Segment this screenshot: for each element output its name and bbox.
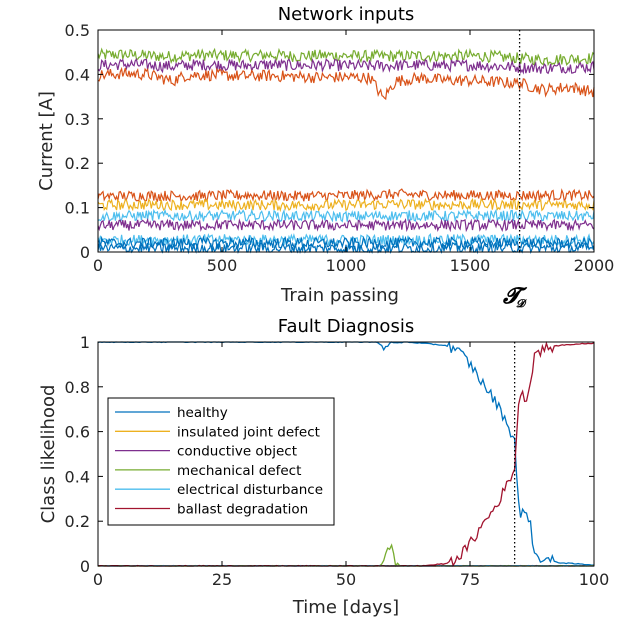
plot1-series-line-9 (97, 240, 595, 255)
plot2-xtick-label: 0 (93, 570, 103, 589)
plot1-series-line-0 (97, 47, 595, 67)
plot1-ytick-label: 0.2 (65, 154, 90, 173)
legend-label-mechanical-defect: mechanical defect (177, 463, 301, 479)
plot1-ytick-label: 0.3 (65, 110, 90, 129)
vline-marker-subscript: 𝓓 (516, 297, 527, 310)
plot2-ytick-label: 0.6 (65, 423, 90, 442)
legend-label-ballast-degradation: ballast degradation (177, 502, 308, 518)
plot2-ylabel: Class likelihood (38, 385, 59, 524)
plot2-xtick-label: 25 (212, 570, 232, 589)
plot2-ytick-label: 0.4 (65, 467, 90, 486)
plot1-ytick-label: 0.1 (65, 199, 90, 218)
plot1-xtick-label: 0 (93, 256, 103, 275)
plot1-xtick-label: 1000 (326, 256, 367, 275)
legend-label-electrical-disturbance: electrical disturbance (177, 482, 323, 498)
plot1-xtick-label: 2000 (574, 256, 615, 275)
plot1-series-line-3 (97, 188, 595, 203)
plot1-ytick-label: 0 (80, 243, 90, 262)
plot2-xtick-label: 100 (579, 570, 610, 589)
plot2-ytick-label: 0.8 (65, 378, 90, 397)
plot2-ytick-label: 0.2 (65, 512, 90, 531)
plot2-ticks: 0 25 50 75 100 0 0.2 0.4 0.6 0.8 1 (65, 333, 610, 589)
plot1-ticks: 0 500 1000 1500 2000 0 0.1 0.2 0.3 0.4 0.5 (65, 21, 615, 275)
plot1-title: Network inputs (278, 4, 415, 25)
plot1-ytick-label: 0.5 (65, 21, 90, 40)
plot2-ytick-label: 0 (80, 557, 90, 576)
plot1-series-line-2 (97, 66, 595, 101)
plot1-series-line-4 (97, 197, 595, 213)
plot1-series-line-6 (97, 217, 595, 233)
plot1-xtick-label: 500 (207, 256, 238, 275)
plot2-xlabel: Time [days] (292, 597, 399, 618)
plot1-series-line-5 (97, 208, 595, 223)
plot1-xlabel: Train passing (280, 285, 399, 306)
plot1-axes-box (97, 29, 595, 253)
plot1-series-line-1 (97, 57, 595, 75)
legend-label-healthy: healthy (177, 405, 228, 421)
plot2-legend: healthy insulated joint defect conductive … (107, 397, 335, 526)
plot2-ytick-label: 1 (80, 333, 90, 352)
plot1-series-group (97, 47, 595, 255)
plot1-ylabel: Current [A] (36, 91, 57, 191)
plot1-ytick-label: 0.4 (65, 65, 90, 84)
plot1-series-line-8 (97, 235, 595, 251)
plot1-xtick-label: 1500 (450, 256, 491, 275)
network-inputs-plot: Network inputs 0 500 1000 1500 2000 0 0.1 0.2 0.… (36, 4, 614, 310)
fault-diagnosis-plot: Fault Diagnosis 0 25 50 75 100 0 0.2 0.4 0.6 0.8 1… (38, 316, 609, 618)
plot2-xtick-label: 75 (460, 570, 480, 589)
plot2-xtick-label: 50 (336, 570, 356, 589)
legend-label-insulated-joint-defect: insulated joint defect (177, 424, 320, 440)
plot2-axes-box (97, 341, 595, 567)
legend-label-conductive-object: conductive object (177, 444, 297, 460)
plot2-title: Fault Diagnosis (278, 316, 414, 337)
legend-box (107, 397, 335, 526)
